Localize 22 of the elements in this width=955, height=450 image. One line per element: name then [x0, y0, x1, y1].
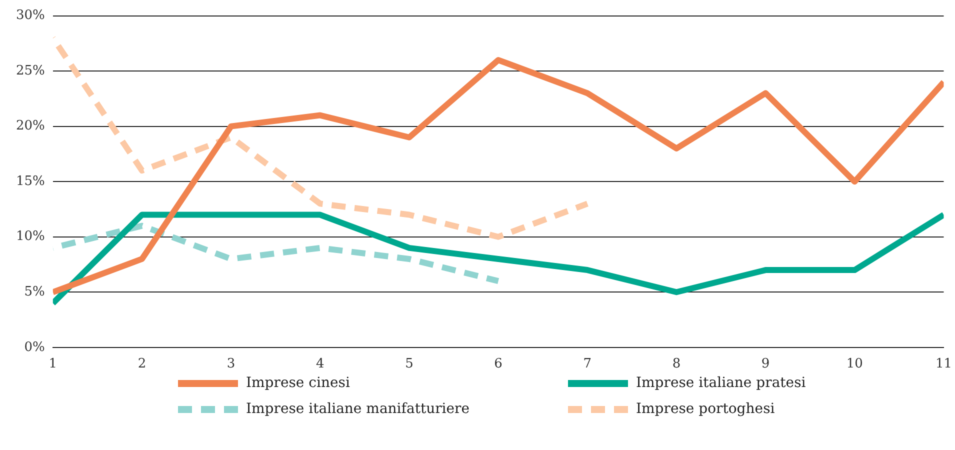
x-tick-label: 7: [583, 356, 592, 372]
legend-label: Imprese cinesi: [246, 375, 350, 391]
y-tick-label: 15%: [16, 174, 45, 189]
y-tick-label: 5%: [24, 284, 45, 300]
y-tick-label: 0%: [24, 340, 45, 355]
x-tick-label: 8: [672, 356, 681, 372]
legend-label: Imprese italiane pratesi: [636, 375, 806, 391]
x-tick-label: 1: [48, 356, 58, 372]
legend-label: Imprese italiane manifatturiere: [246, 401, 470, 417]
y-tick-label: 30%: [16, 8, 45, 24]
x-tick-label: 10: [846, 356, 863, 372]
x-tick-label: 5: [405, 356, 414, 372]
x-tick-label: 4: [316, 356, 324, 372]
legend-label: Imprese portoghesi: [636, 401, 775, 417]
y-tick-label: 25%: [16, 63, 45, 78]
x-tick-label: 6: [494, 356, 502, 372]
y-tick-label: 10%: [16, 229, 45, 244]
x-tick-label: 11: [935, 356, 952, 372]
x-tick-label: 2: [138, 356, 146, 372]
y-tick-label: 20%: [16, 118, 45, 134]
x-tick-label: 3: [226, 356, 236, 372]
x-tick-label: 9: [761, 356, 770, 372]
